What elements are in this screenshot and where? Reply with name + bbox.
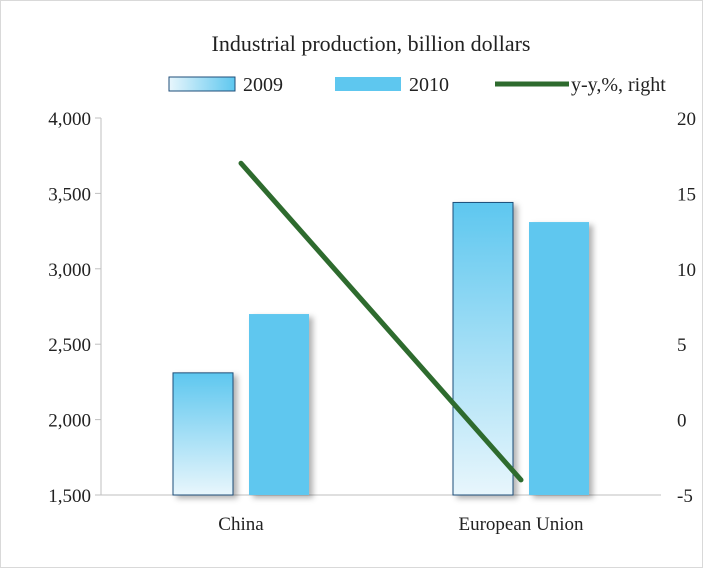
right-tick-label: 0	[677, 411, 687, 432]
left-tick-label: 4,000	[48, 109, 91, 130]
chart-title: Industrial production, billion dollars	[212, 31, 531, 56]
right-tick-label: -5	[677, 486, 693, 507]
right-tick-label: 20	[677, 109, 696, 130]
right-tick-label: 15	[677, 184, 696, 205]
legend: 2009 2010 y-y,%, right	[169, 74, 666, 96]
category-labels: China European Union	[218, 514, 584, 535]
right-axis: 20 15 10 5 0 -5	[677, 109, 696, 507]
legend-label-yy: y-y,%, right	[571, 74, 666, 96]
left-tick-label: 1,500	[48, 486, 91, 507]
bar-2009-0	[173, 373, 233, 495]
left-tick-label: 3,000	[48, 260, 91, 281]
category-label: China	[218, 514, 264, 535]
legend-label-2009: 2009	[243, 74, 283, 96]
left-tick-label: 3,500	[48, 184, 91, 205]
bar-2010-1	[529, 222, 589, 495]
category-label: European Union	[458, 514, 584, 535]
right-tick-label: 5	[677, 335, 687, 356]
right-tick-label: 10	[677, 260, 696, 281]
bars	[173, 202, 589, 495]
left-tick-label: 2,000	[48, 411, 91, 432]
bar-2010-0	[249, 314, 309, 495]
bar-2009-1	[453, 202, 513, 495]
legend-label-2010: 2010	[409, 74, 449, 96]
legend-swatch-2009	[169, 77, 235, 91]
legend-swatch-2010	[335, 77, 401, 91]
left-axis: 4,000 3,500 3,000 2,500 2,000 1,500	[48, 109, 101, 507]
left-tick-label: 2,500	[48, 335, 91, 356]
